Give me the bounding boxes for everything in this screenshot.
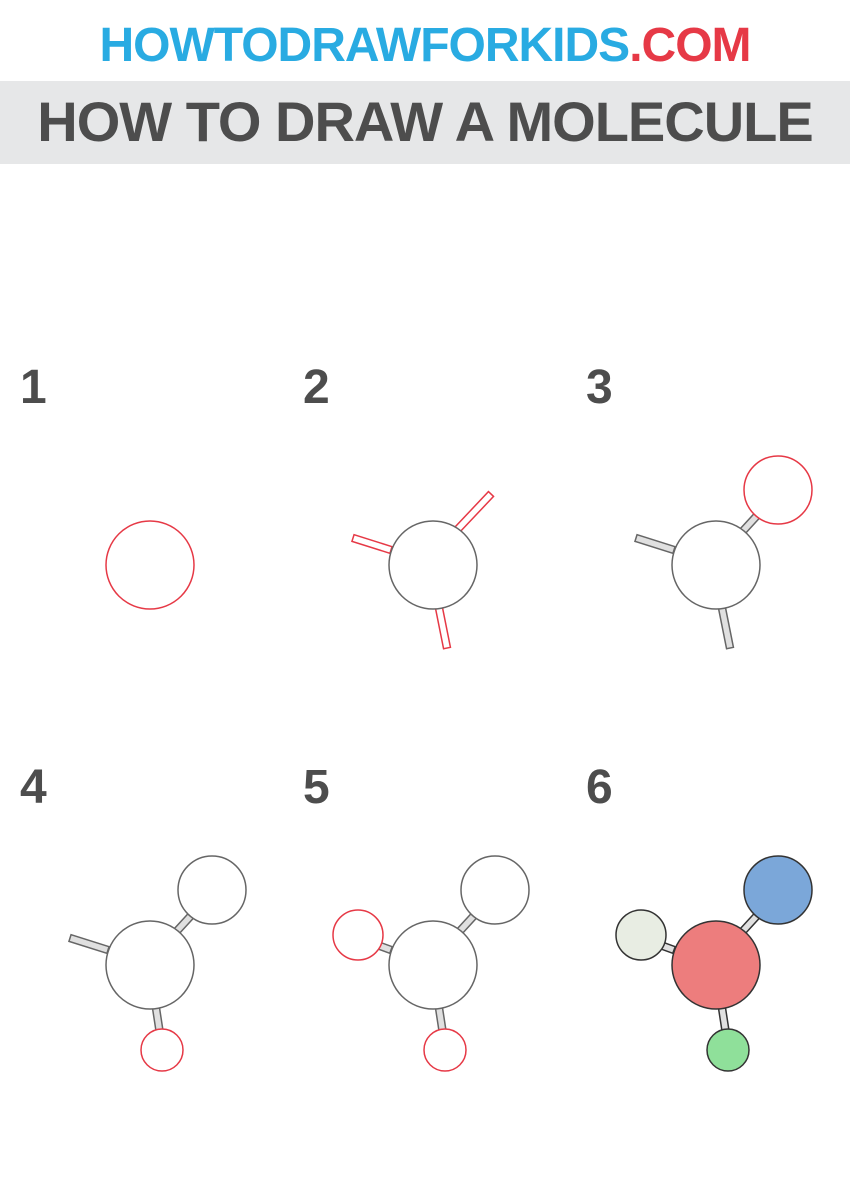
step-2-drawing xyxy=(283,360,566,700)
step-4-drawing xyxy=(0,760,283,1100)
logo-suffix: .COM xyxy=(629,19,750,72)
site-logo: HOWTODRAWFORKIDS.COM xyxy=(0,0,850,81)
step-cell-1: 1 xyxy=(0,360,283,740)
logo-main: HOWTODRAWFORKIDS xyxy=(99,19,629,72)
step-1-drawing xyxy=(0,360,283,700)
step-cell-6: 6 xyxy=(566,760,849,1140)
step-6-drawing xyxy=(566,760,849,1100)
page-title-bar: HOW TO DRAW A MOLECULE xyxy=(0,81,850,164)
step-cell-4: 4 xyxy=(0,760,283,1140)
step-cell-5: 5 xyxy=(283,760,566,1140)
step-cell-2: 2 xyxy=(283,360,566,740)
step-cell-3: 3 xyxy=(566,360,849,740)
page-title: HOW TO DRAW A MOLECULE xyxy=(37,90,812,153)
step-3-drawing xyxy=(566,360,849,700)
step-5-drawing xyxy=(283,760,566,1100)
